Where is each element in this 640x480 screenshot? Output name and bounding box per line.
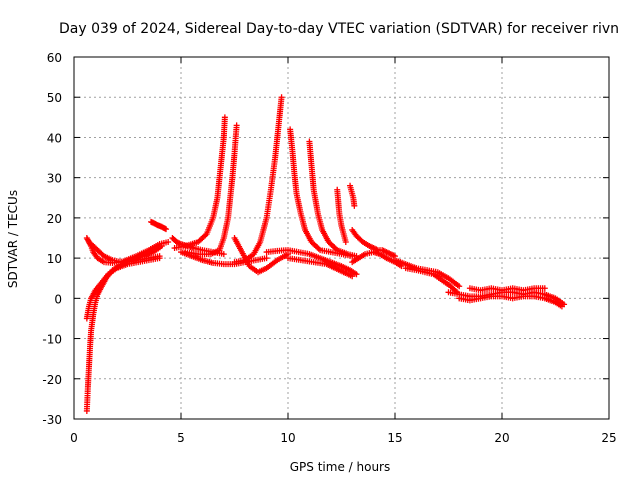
data-point [278, 94, 285, 101]
data-point [558, 303, 565, 310]
data-point [342, 239, 349, 246]
x-tick-label: 15 [387, 431, 402, 445]
x-tick-label: 25 [601, 431, 616, 445]
series-low-branch [83, 255, 163, 322]
y-tick-label: 50 [47, 91, 62, 105]
y-tick-label: 60 [47, 51, 62, 65]
series-u-curve [85, 239, 172, 266]
plot-frame [73, 56, 610, 420]
data-point [351, 202, 358, 209]
series-cluster-13-15h [349, 226, 398, 260]
data-point [165, 239, 172, 246]
y-tick-label: 30 [47, 172, 62, 186]
x-tick-label: 5 [177, 431, 185, 445]
data-point [163, 226, 170, 233]
series-flat-18-23h-b [456, 293, 565, 310]
y-tick-label: 20 [47, 212, 62, 226]
series-spike-12_5h [334, 186, 349, 246]
data-point [221, 114, 228, 121]
y-tick-label: -10 [42, 333, 62, 347]
x-axis-label: GPS time / hours [290, 460, 391, 474]
series-decay-11h [306, 138, 360, 260]
data-point [156, 255, 163, 262]
y-tick-label: -20 [42, 373, 62, 387]
series-flat-18-23h-c [466, 285, 548, 294]
data-point [456, 283, 463, 290]
series-band-low-11-13h [285, 255, 356, 280]
x-tick-label: 0 [70, 431, 78, 445]
y-tick-label: 0 [54, 292, 62, 306]
y-tick-label: -30 [42, 413, 62, 427]
data-point [541, 285, 548, 292]
series-bump-4h [148, 218, 170, 233]
series-peak-9_6h [231, 94, 285, 266]
series-peak-7_5h [182, 122, 240, 258]
data-point [233, 122, 240, 129]
y-axis-label: SDTVAR / TECUs [6, 190, 20, 288]
series-peak-7h [171, 114, 228, 252]
axis-ticks: 0 5 10 15 20 25 -30 -20 -10 0 10 20 30 40 50 60 [42, 51, 616, 445]
data-point [353, 271, 360, 278]
x-tick-label: 20 [494, 431, 509, 445]
data-point [263, 255, 270, 262]
data-point [349, 273, 356, 280]
grid-lines [74, 57, 609, 419]
series-steep-rise [83, 253, 163, 414]
y-tick-label: 40 [47, 131, 62, 145]
x-tick-label: 10 [280, 431, 295, 445]
series-dip-8h [231, 235, 291, 276]
data-point [87, 241, 94, 248]
y-tick-label: 10 [47, 252, 62, 266]
chart-title: Day 039 of 2024, Sidereal Day-to-day VTE… [59, 21, 619, 37]
series-spike-13h [347, 182, 358, 209]
data-point [220, 251, 227, 258]
data-points [83, 94, 568, 414]
